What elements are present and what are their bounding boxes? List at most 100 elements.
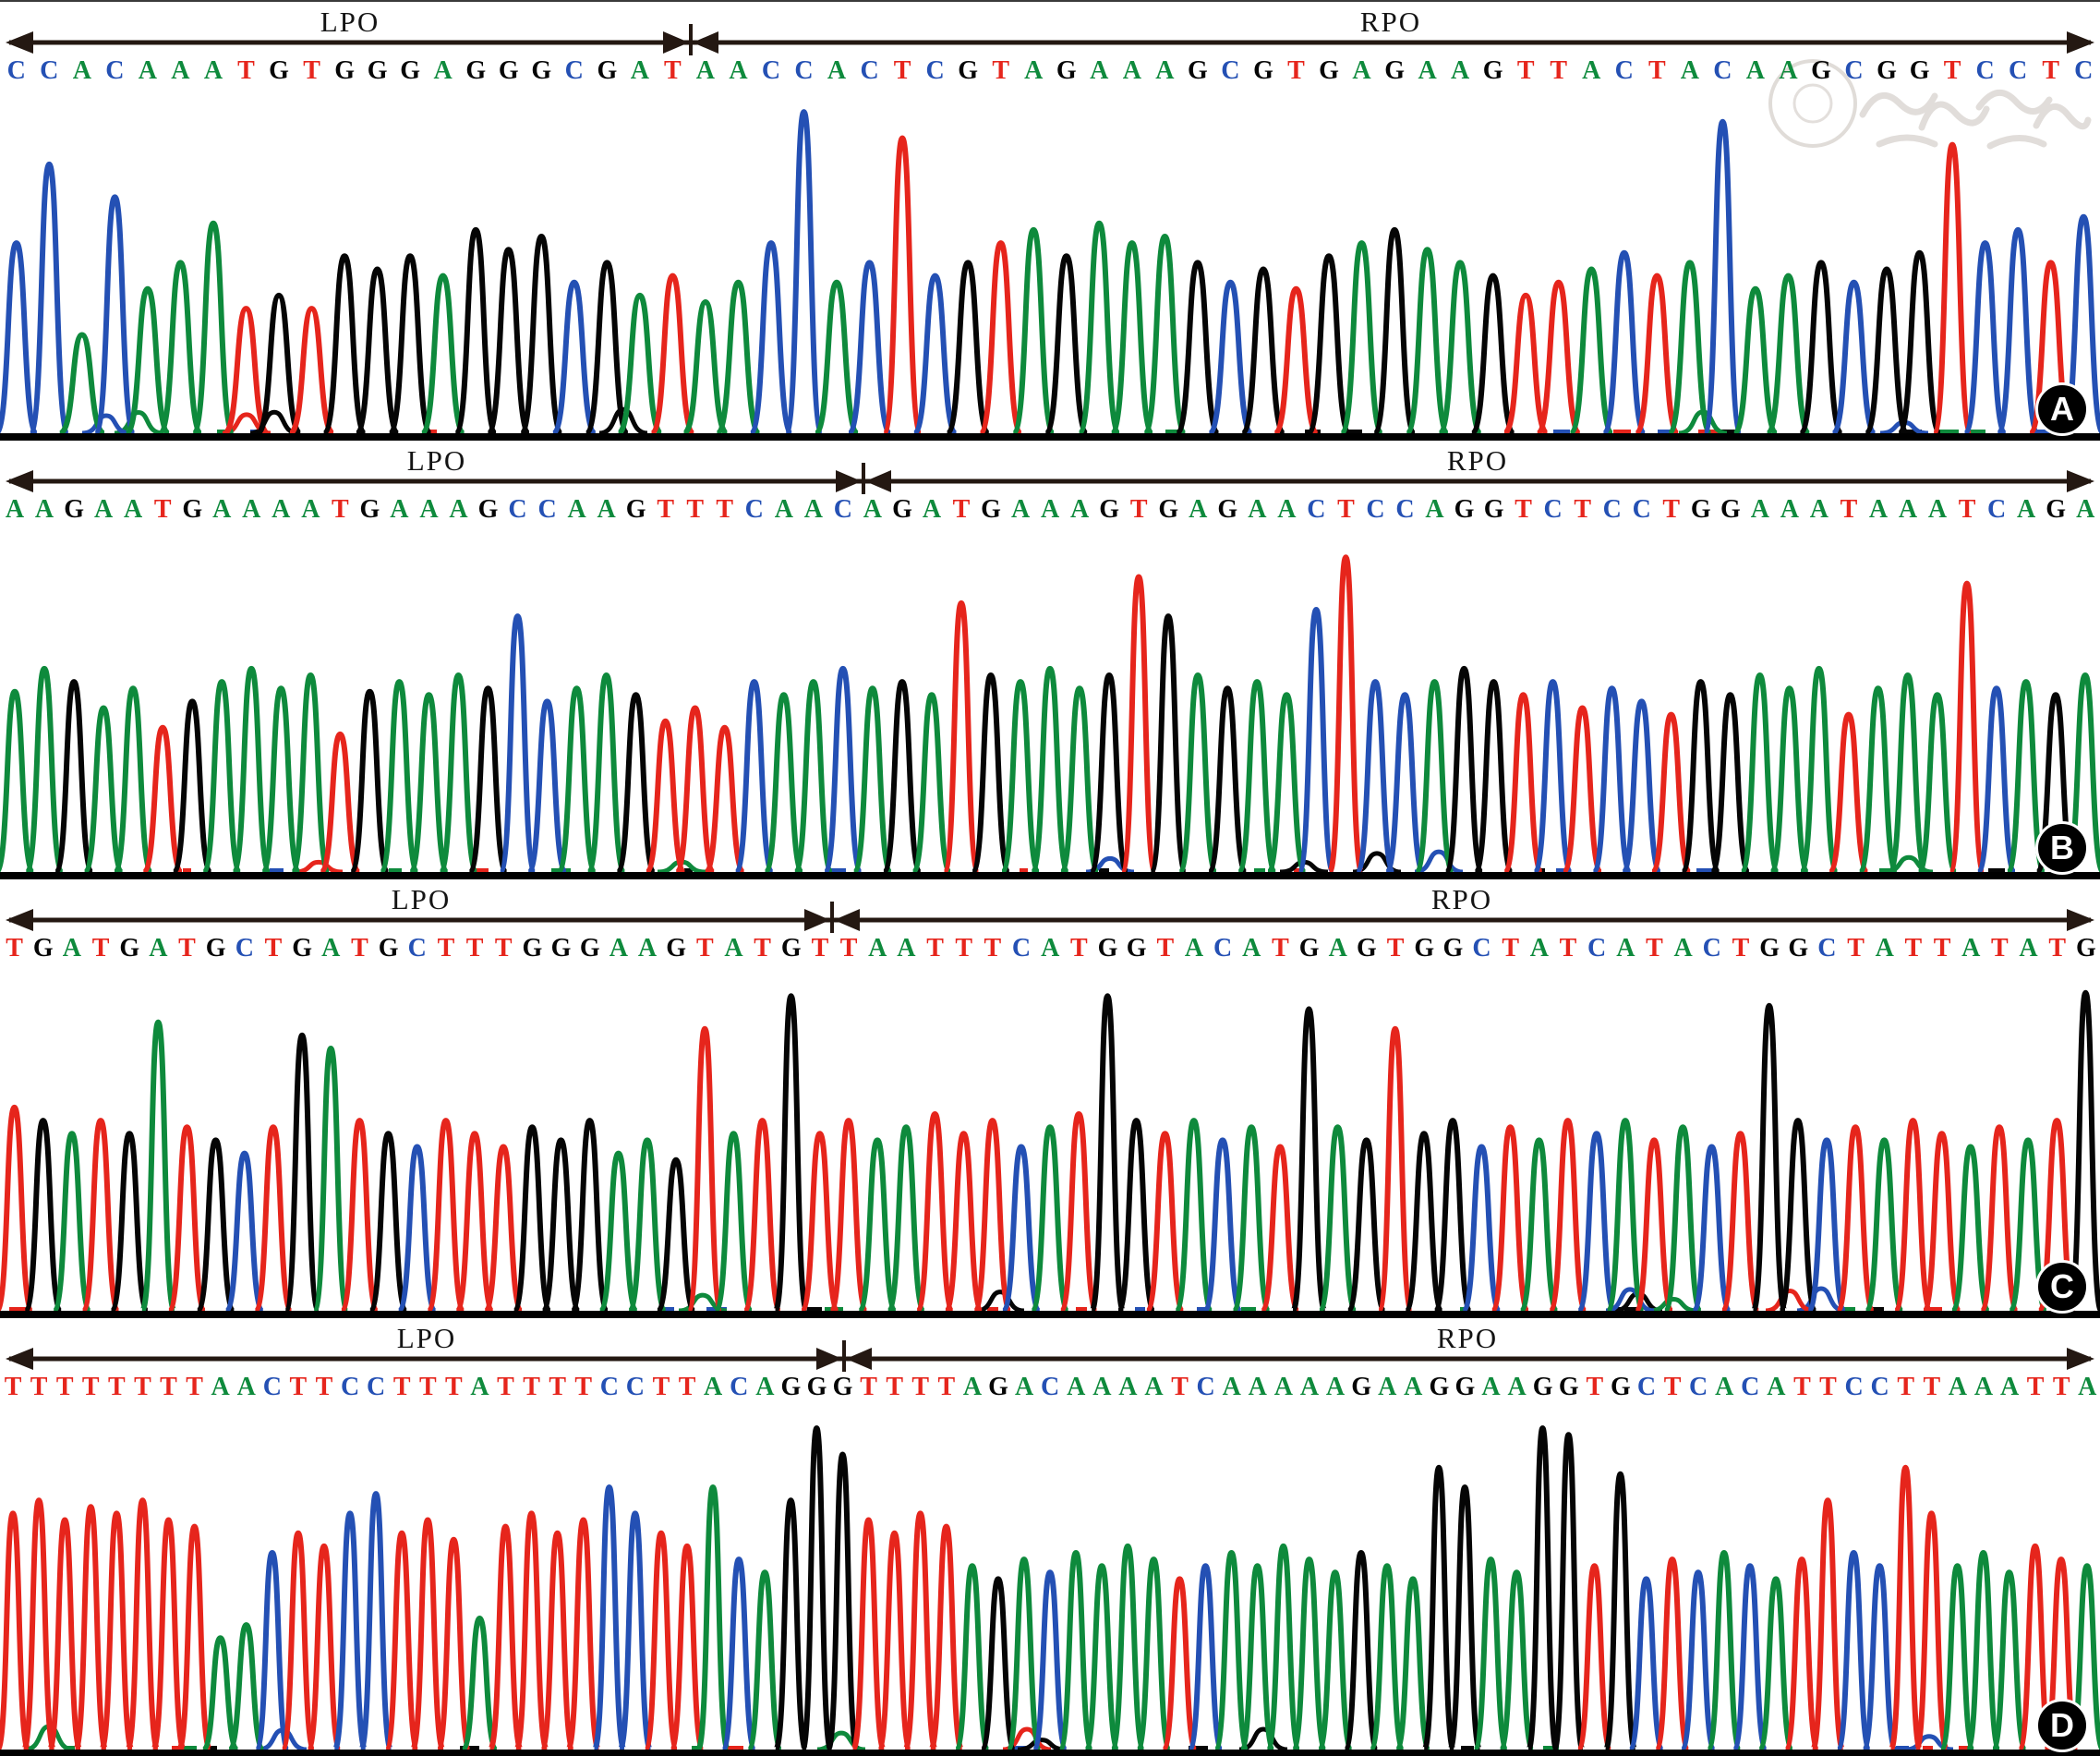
baseline-noise-dash <box>1939 430 1959 434</box>
base-letter: A <box>212 495 232 524</box>
trace-peak <box>1108 240 1155 436</box>
primer-arrow-row: LPO RPO <box>0 879 2100 933</box>
base-letter: A <box>922 495 942 524</box>
base-letter: T <box>351 934 368 963</box>
trace-peak <box>124 285 171 436</box>
arrowhead-right-icon <box>2067 1348 2094 1370</box>
noise-bump <box>1796 1286 1846 1314</box>
base-letter: A <box>1010 495 1031 524</box>
trace-peak <box>289 672 332 875</box>
base-letter: C <box>1817 934 1837 963</box>
trace-peak <box>485 247 532 436</box>
trace-peak <box>1679 679 1722 875</box>
baseline-noise-dash <box>1254 868 1265 873</box>
junction-arrowhead-left-icon <box>834 909 860 931</box>
base-letter: T <box>264 934 283 963</box>
base-letter: A <box>272 495 291 524</box>
trace-peak <box>1732 285 1779 436</box>
base-letter: T <box>134 1373 151 1401</box>
trace-peak <box>583 260 631 436</box>
junction-arrowhead-left-icon <box>846 1348 872 1370</box>
trace-peak <box>1567 266 1615 436</box>
base-letter: G <box>1759 934 1780 963</box>
trace-peak <box>1177 672 1219 875</box>
trace-peak <box>288 306 335 436</box>
baseline-noise-dash <box>1923 1746 1933 1750</box>
trace-peak <box>1947 580 1986 875</box>
base-letter: T <box>4 1373 22 1401</box>
baseline-noise-dash <box>427 430 437 434</box>
base-letter: G <box>400 56 421 85</box>
base-letter: T <box>664 56 682 85</box>
base-letter: G <box>2075 934 2096 963</box>
trace-peak <box>1043 253 1091 436</box>
trace-peak <box>846 260 894 436</box>
primer-arrow-diagram: LPO RPO <box>6 883 2094 933</box>
panel-label-badge: C <box>2035 1260 2089 1314</box>
trace-peak <box>1708 692 1752 875</box>
baseline-noise-dash <box>1842 1307 1855 1312</box>
trace-peak <box>719 1556 758 1752</box>
trace-peak <box>156 260 204 436</box>
trace-area: C <box>0 970 2100 1318</box>
noise-bump <box>1017 1738 1067 1752</box>
base-letter: G <box>1056 56 1077 85</box>
base-letter: A <box>1680 56 1699 85</box>
base-letter: A <box>803 495 823 524</box>
base-letter: G <box>292 934 313 963</box>
base-letter: G <box>334 56 355 85</box>
trace-peak <box>1119 574 1158 875</box>
base-letter: A <box>419 495 439 524</box>
base-letter: C <box>2074 56 2094 85</box>
trace-peak <box>1602 1471 1638 1752</box>
base-letter: G <box>597 56 618 85</box>
baseline-noise-dash <box>270 868 284 873</box>
base-letter: A <box>1090 56 1109 85</box>
base-letter: T <box>445 1373 463 1401</box>
base-letter: A <box>1222 1373 1241 1401</box>
trace-peak <box>353 266 402 436</box>
trace-peak <box>332 1510 368 1752</box>
trace-peak <box>539 1137 583 1314</box>
trace-peak <box>732 679 776 875</box>
trace-peak <box>941 599 982 875</box>
trace-peak <box>283 1032 321 1314</box>
base-letter: C <box>6 56 26 85</box>
base-letter: T <box>55 1373 74 1401</box>
trace-peak <box>851 685 894 875</box>
trace-peak <box>1206 685 1249 875</box>
trace-peak <box>1173 1118 1215 1314</box>
trace-peak <box>435 1536 473 1752</box>
base-letter: A <box>1451 56 1470 85</box>
base-letter: T <box>1574 495 1592 524</box>
trace-peak <box>150 1517 187 1752</box>
base-letter: A <box>863 495 883 524</box>
baseline-bar <box>0 1750 2100 1756</box>
base-letter: C <box>262 1373 282 1401</box>
trace-peak <box>1978 1124 2021 1314</box>
base-letter: G <box>1351 1373 1371 1401</box>
base-letter: T <box>1662 495 1681 524</box>
noise-bump <box>598 406 648 436</box>
trace-peak <box>569 1118 610 1314</box>
noise-bump <box>1605 1287 1655 1314</box>
trace-peak <box>46 1517 83 1752</box>
base-letter: T <box>2052 1373 2070 1401</box>
trace-peak <box>1827 711 1871 875</box>
trace-peak <box>1750 1002 1788 1314</box>
trace-peak <box>772 993 810 1314</box>
baseline-noise-dash <box>1613 430 1631 434</box>
trace-peak <box>23 665 66 875</box>
trace-peak <box>1892 1118 1934 1314</box>
primer-arrow-diagram: LPO RPO <box>6 6 2094 55</box>
base-letter: A <box>1673 934 1693 963</box>
trace-peak <box>1468 272 1517 436</box>
base-letter: A <box>2078 1373 2097 1401</box>
base-letter: A <box>1248 495 1267 524</box>
base-letter: T <box>754 934 771 963</box>
trace-peak <box>357 1491 394 1752</box>
